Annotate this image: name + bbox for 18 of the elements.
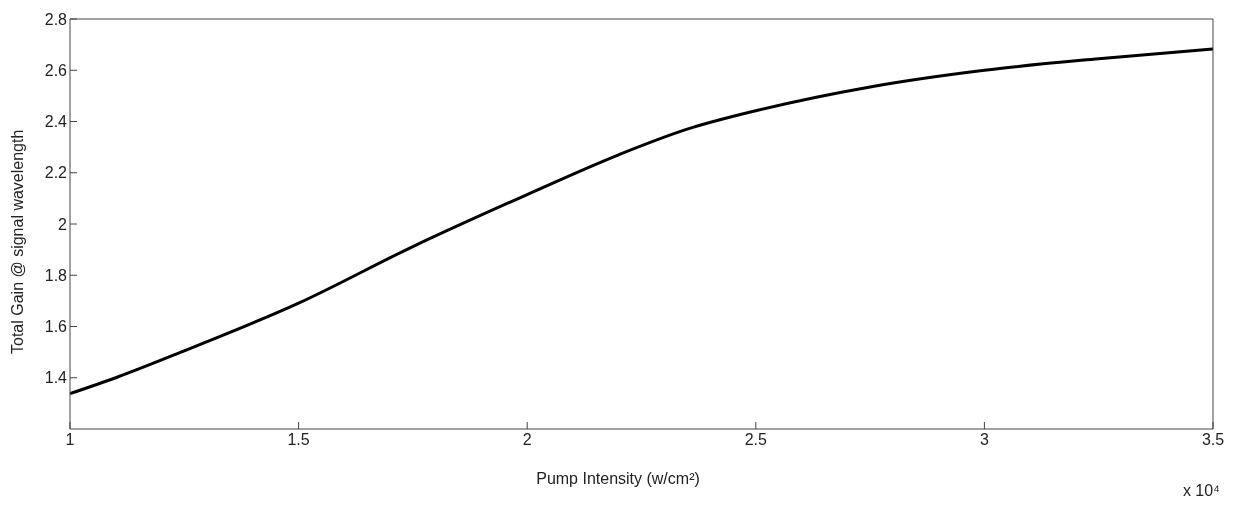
x-tick-label: 2 (522, 431, 532, 449)
x-tick-label: 2.5 (744, 431, 768, 449)
y-tick-label: 1.4 (44, 369, 68, 387)
y-tick-label: 1.6 (44, 318, 68, 336)
y-tick-label: 2.8 (44, 10, 68, 28)
x-tick-label: 3 (979, 431, 989, 449)
y-tick-label: 2.4 (44, 113, 68, 131)
x-tick-label: 1 (65, 431, 75, 449)
y-tick-label: 1.8 (44, 266, 68, 284)
y-tick-label: 2 (58, 215, 68, 233)
x-tick-label: 3.5 (1201, 431, 1225, 449)
y-axis-title: Total Gain @ signal wavelength (8, 129, 26, 354)
y-tick-label: 2.2 (44, 164, 68, 182)
x-axis-title: Pump Intensity (w/cm²) (536, 470, 700, 487)
line-series (70, 47, 1213, 396)
x-tick-label: 1.5 (287, 431, 310, 449)
y-tick-label: 2.6 (44, 61, 68, 79)
text: x 10⁴ (1182, 482, 1220, 500)
